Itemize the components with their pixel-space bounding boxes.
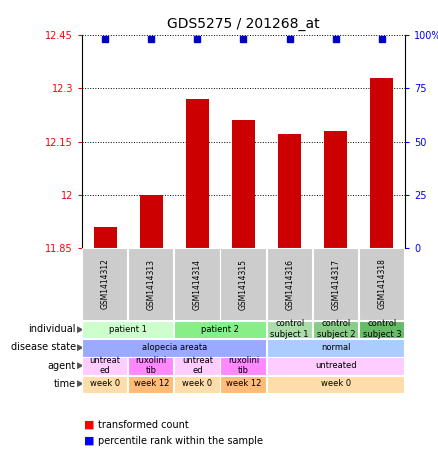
Bar	[94, 226, 117, 248]
Text: week 12: week 12	[134, 379, 169, 388]
Text: transformed count: transformed count	[98, 420, 189, 430]
Text: untreated: untreated	[315, 361, 357, 370]
Bar	[232, 120, 255, 248]
Text: ■: ■	[84, 420, 95, 430]
Text: patient 2: patient 2	[201, 325, 239, 333]
Text: patient 1: patient 1	[109, 325, 147, 333]
Text: week 0: week 0	[90, 379, 120, 388]
Text: control
subject 2: control subject 2	[317, 319, 355, 339]
Text: time: time	[54, 379, 76, 389]
Text: control
subject 3: control subject 3	[363, 319, 401, 339]
Bar	[324, 131, 347, 248]
Text: GSM1414315: GSM1414315	[239, 259, 248, 309]
Text: percentile rank within the sample: percentile rank within the sample	[98, 436, 263, 446]
Text: ruxolini
tib: ruxolini tib	[228, 356, 259, 376]
Bar	[140, 195, 163, 248]
Text: normal: normal	[321, 343, 350, 352]
Text: ▶: ▶	[77, 325, 84, 333]
Text: GSM1414313: GSM1414313	[147, 259, 156, 309]
Text: disease state: disease state	[11, 342, 76, 352]
Text: ▶: ▶	[77, 361, 84, 370]
Text: GSM1414316: GSM1414316	[285, 259, 294, 309]
Text: ▶: ▶	[77, 343, 84, 352]
Text: agent: agent	[48, 361, 76, 371]
Text: GSM1414318: GSM1414318	[378, 259, 386, 309]
Text: individual: individual	[28, 324, 76, 334]
Text: untreat
ed: untreat ed	[182, 356, 213, 376]
Text: ▶: ▶	[77, 379, 84, 388]
Bar	[371, 77, 393, 248]
Text: GSM1414312: GSM1414312	[101, 259, 110, 309]
Text: alopecia areata: alopecia areata	[141, 343, 207, 352]
Text: week 0: week 0	[182, 379, 212, 388]
Text: week 0: week 0	[321, 379, 351, 388]
Text: ruxolini
tib: ruxolini tib	[136, 356, 167, 376]
Text: ■: ■	[84, 436, 95, 446]
Text: GSM1414317: GSM1414317	[331, 259, 340, 309]
Text: untreat
ed: untreat ed	[90, 356, 120, 376]
Title: GDS5275 / 201268_at: GDS5275 / 201268_at	[167, 17, 320, 31]
Text: control
subject 1: control subject 1	[270, 319, 309, 339]
Text: week 12: week 12	[226, 379, 261, 388]
Text: GSM1414314: GSM1414314	[193, 259, 202, 309]
Bar	[186, 99, 209, 248]
Bar	[278, 135, 301, 248]
